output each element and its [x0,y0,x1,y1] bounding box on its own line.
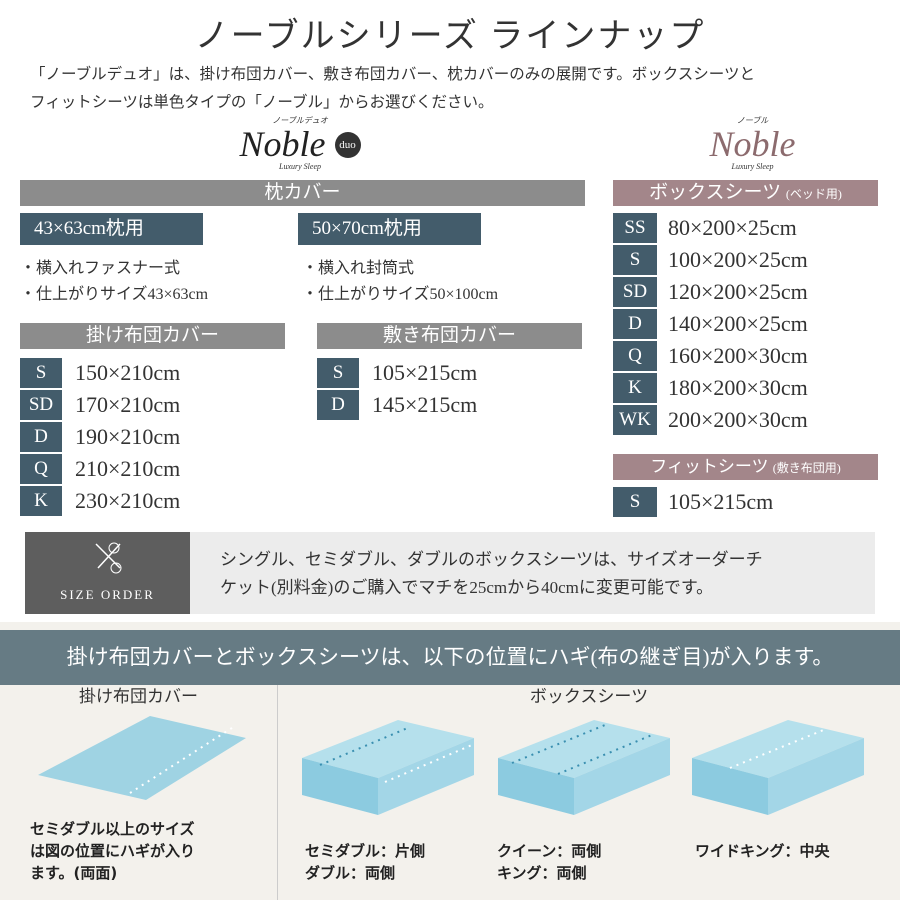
size-dimension: 200×200×30cm [668,407,808,432]
size-badge: SS [613,213,657,243]
size-dimension: 80×200×25cm [668,215,797,240]
size-badge: D [20,422,62,452]
duvet-caption: セミダブル以上のサイズ [30,820,195,838]
divider [277,685,278,900]
page-title: ノーブルシリーズ ラインナップ [194,18,706,55]
box-caption: キング：両側 [497,864,587,882]
size-badge: S [317,358,359,388]
size-order-box: SIZE ORDER シングル、セミダブル、ダブルのボックスシーツは、サイズオー… [25,532,875,614]
bullet: ・横入れファスナー式 [20,260,181,277]
size-dimension: 230×210cm [75,488,181,513]
scissors-icon [94,542,121,574]
description-line: 「ノーブルデュオ」は、掛け布団カバー、敷き布団カバー、枕カバーのみの展開です。ボ… [30,66,755,83]
box-seam-title: ボックスシーツ [529,687,649,706]
size-badge: Q [20,454,62,484]
size-dimension: 100×200×25cm [668,247,808,272]
fit-sheet-header: フィットシーツ (敷き布団用) [613,454,878,480]
size-badge: S [20,358,62,388]
size-dimension: 145×215cm [372,392,478,417]
duvet-caption: ます。(両面) [30,864,118,882]
size-dimension: 170×210cm [75,392,181,417]
noble-duo-logo: ノーブルデュオ Noble duo Luxury Sleep [220,116,380,174]
box-sheet-illustration-2 [498,720,670,815]
size-order-text: シングル、セミダブル、ダブルのボックスシーツは、サイズオーダーチ [220,550,763,569]
size-badge: S [613,245,657,275]
size-dimension: 105×215cm [668,489,774,514]
noble-logo: ノーブル Noble Luxury Sleep [709,116,796,171]
size-badge: WK [613,405,657,435]
size-badge: SD [613,277,657,307]
box-caption: ワイドキング：中央 [695,842,830,860]
size-order-label-box: SIZE ORDER [25,532,190,614]
seam-illustrations [38,716,864,815]
box-caption: クイーン：両側 [497,842,602,860]
pillow-header: 枕カバー [20,180,585,206]
size-dimension: 190×210cm [75,424,181,449]
size-badge: Q [613,341,657,371]
size-badge: K [613,373,657,403]
description-line: フィットシーツは単色タイプの「ノーブル」からお選びください。 [30,94,494,111]
bullet: ・仕上がりサイズ43×63cm [20,286,209,303]
size-dimension: 180×200×30cm [668,375,808,400]
size-dimension: 210×210cm [75,456,181,481]
box-sheet-header: ボックスシーツ (ベッド用) [613,180,878,206]
size-badge: SD [20,390,62,420]
box-sheet-illustration-3 [692,720,864,815]
size-badge: D [613,309,657,339]
box-caption: ダブル：両側 [305,864,396,882]
box-caption: セミダブル：片側 [305,842,426,860]
pillow-tag-43x63: 43×63cm枕用 [20,213,203,245]
size-badge: D [317,390,359,420]
duvet-illustration [38,716,246,800]
pillow-tag-50x70: 50×70cm枕用 [298,213,481,245]
size-dimension: 140×200×25cm [668,311,808,336]
duvet-header: 掛け布団カバー [20,323,285,349]
size-badge: S [613,487,657,517]
size-dimension: 120×200×25cm [668,279,808,304]
size-dimension: 160×200×30cm [668,343,808,368]
seam-banner: 掛け布団カバーとボックスシーツは、以下の位置にハギ(布の継ぎ目)が入ります。 [0,630,900,685]
mattress-header: 敷き布団カバー [317,323,582,349]
size-dimension: 150×210cm [75,360,181,385]
bullet: ・仕上がりサイズ50×100cm [302,286,499,303]
box-sheet-illustration-1 [302,720,474,815]
bullet: ・横入れ封筒式 [302,260,415,277]
duvet-caption: は図の位置にハギが入り [30,842,196,860]
duvet-seam-title: 掛け布団カバー [79,687,198,706]
size-order-text: ケット(別料金)のご購入でマチを25cmから40cmに変更可能です。 [220,578,714,597]
size-badge: K [20,486,62,516]
size-dimension: 105×215cm [372,360,478,385]
